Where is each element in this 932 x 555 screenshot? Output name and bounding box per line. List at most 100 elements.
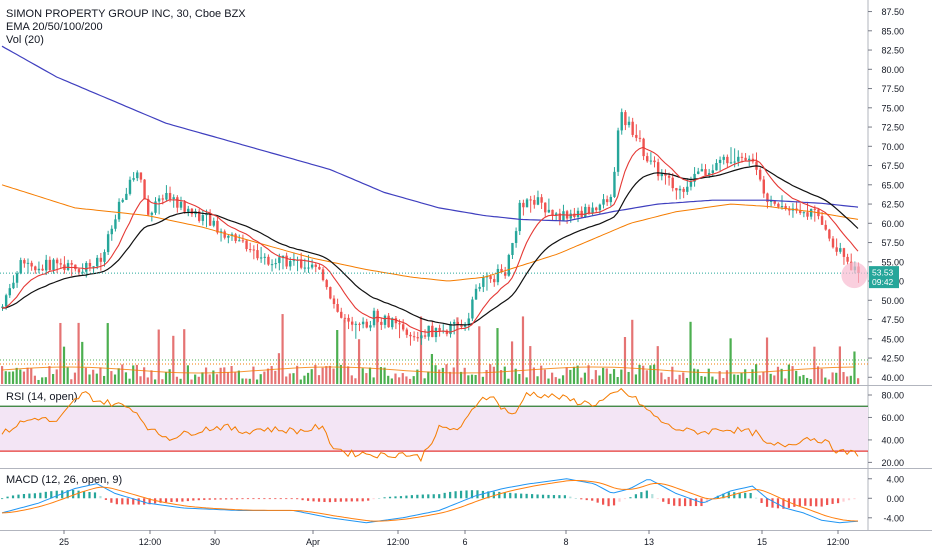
volume-bar [551, 372, 554, 384]
volume-bar [809, 379, 812, 384]
candle-body [423, 335, 427, 337]
candle-body [656, 162, 660, 177]
volume-bar [266, 368, 270, 384]
candle-body [398, 323, 401, 325]
macd-histogram-bar [115, 498, 118, 505]
volume-bar [751, 369, 754, 384]
candle-body [769, 200, 773, 202]
candle-body [828, 229, 831, 239]
volume-bar [711, 376, 714, 384]
volume-bar [11, 371, 15, 384]
candle-body [809, 208, 813, 217]
macd-histogram-bar [197, 498, 200, 501]
macd-histogram-bar [339, 498, 342, 502]
candle-body [168, 192, 172, 200]
volume-bar [274, 370, 277, 384]
volume-bar [481, 376, 485, 384]
macd-histogram-bar [580, 498, 583, 500]
volume-bar [653, 364, 656, 384]
candle-body [70, 263, 73, 265]
volume-bar [153, 379, 157, 384]
candle-body [205, 214, 208, 216]
candle-body [605, 199, 609, 203]
volume-bar [408, 378, 412, 384]
macd-histogram-bar [126, 498, 129, 505]
candle-body [154, 201, 157, 213]
candle-body [777, 203, 780, 207]
volume-bar [59, 322, 62, 384]
macd-histogram-bar [203, 498, 206, 500]
volume-bar [73, 372, 77, 384]
volume-bar [707, 368, 710, 384]
volume-bar [379, 367, 383, 384]
candle-body [697, 171, 700, 174]
volume-bar [51, 374, 55, 384]
price-axis-label: 85.00 [881, 26, 904, 36]
macd-histogram-bar [306, 498, 310, 501]
macd-axis-label: 0.00 [886, 494, 904, 504]
volume-bar [30, 368, 33, 384]
volume-bar [194, 374, 197, 384]
volume-bar [714, 379, 718, 384]
macd-histogram-bar [225, 498, 228, 500]
macd-histogram-bar [378, 498, 381, 499]
candle-body [762, 179, 765, 194]
macd-histogram-bar [651, 494, 654, 499]
volume-bar [441, 367, 444, 384]
candle-body [569, 213, 572, 219]
volume-bar [645, 370, 648, 384]
time-axis-label: 25 [59, 537, 69, 547]
candle-body [19, 260, 22, 274]
volume-bar [325, 366, 328, 384]
time-axis-label: 15 [757, 537, 767, 547]
volume-bar [37, 379, 40, 384]
volume-bar [102, 375, 106, 384]
volume-bar [143, 367, 146, 384]
candle-body [533, 199, 536, 205]
candle-body [270, 264, 274, 266]
volume-bar [769, 373, 772, 384]
volume-bar [634, 374, 638, 384]
volume-bar [168, 369, 171, 384]
volume-bar [842, 372, 845, 384]
candle-body [336, 304, 339, 312]
volume-bar [33, 375, 36, 384]
candle-body [99, 257, 103, 262]
macd-histogram-bar [383, 497, 386, 499]
candle-body [726, 156, 729, 164]
volume-bar [572, 366, 576, 384]
volume-bar [19, 369, 22, 384]
macd-histogram-bar [296, 498, 299, 500]
volume-bar [543, 369, 546, 384]
volume-bar [336, 330, 339, 384]
volume-bar [255, 379, 259, 384]
volume-bar [132, 365, 135, 384]
candle-body [329, 287, 332, 299]
candle-body [8, 288, 11, 296]
macd-histogram-bar [722, 493, 725, 499]
macd-histogram-bar [39, 492, 42, 499]
macd-histogram-bar [317, 498, 321, 502]
volume-bar [558, 378, 561, 384]
volume-bar [92, 369, 95, 384]
volume-bar [765, 337, 769, 384]
volume-bar [157, 329, 160, 384]
candle-body [15, 273, 19, 283]
macd-histogram-bar [350, 498, 353, 502]
volume-bar [456, 317, 459, 384]
candle-body [267, 256, 270, 265]
candle-body [37, 268, 41, 271]
candle-body [150, 212, 154, 215]
macd-histogram-bar [252, 498, 255, 500]
price-axis-label: 72.50 [881, 123, 904, 133]
volume-bar [88, 374, 91, 384]
candle-body [740, 156, 744, 158]
volume-bar [292, 373, 295, 384]
macd-histogram-bar [93, 492, 97, 499]
volume-bar [361, 368, 364, 384]
price-axis-label: 80.00 [881, 65, 904, 75]
candle-body [256, 250, 259, 259]
candle-body [274, 263, 277, 265]
